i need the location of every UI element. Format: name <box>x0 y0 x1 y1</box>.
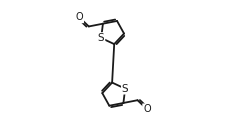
Text: O: O <box>143 104 151 114</box>
Text: O: O <box>76 12 83 22</box>
Text: S: S <box>98 33 104 43</box>
Text: S: S <box>122 84 128 94</box>
